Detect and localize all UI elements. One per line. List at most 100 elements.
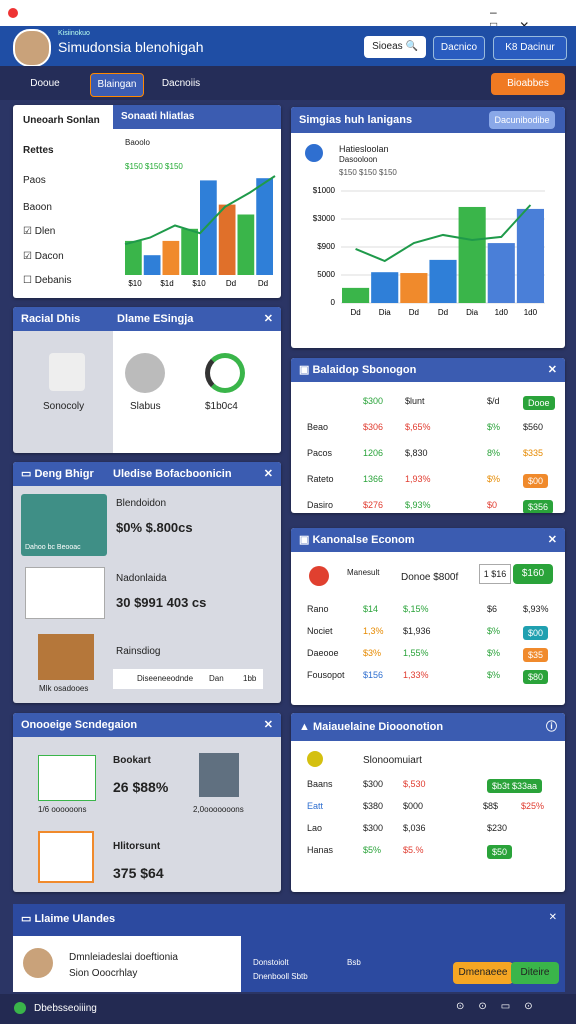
x-tick-label: Dd (258, 279, 268, 288)
badge[interactable]: $35 (523, 648, 549, 662)
cell: $3% (363, 648, 382, 658)
badge[interactable]: $b3t $33aa (487, 779, 543, 793)
x-tick-label: Dd (438, 308, 448, 317)
panel-header: ▲ Maiauelaine Diooonotion ⓘ (291, 713, 565, 741)
cell: $6 (487, 604, 498, 614)
cell: 1,3% (363, 626, 384, 636)
org-panel: Onooeige Scndegaion ✕ Bookart 26 $88% 1/6… (13, 713, 281, 892)
panel-header: Onooeige Scndegaion ✕ (13, 713, 281, 737)
x-tick-label: $10 (128, 279, 142, 288)
close[interactable]: ✕ (263, 719, 273, 731)
top-button[interactable]: $160 (513, 564, 553, 584)
side-item[interactable]: ☐ Debanis (23, 275, 72, 286)
side-item[interactable]: Baoon (23, 202, 52, 213)
bottom-button[interactable]: Diteire (511, 962, 559, 984)
badge[interactable]: $00 (523, 474, 549, 488)
row-text: 1bb (243, 674, 257, 683)
header-button[interactable]: Dacnico (433, 36, 485, 60)
close[interactable]: ✕ (548, 912, 557, 923)
info-text: Dnenbooll Sbtb (253, 972, 308, 981)
status-icon (14, 1002, 26, 1014)
header-text: Llaime Ulandes (34, 913, 116, 925)
balance-panel: ▣ Balaidop Sbonogon ✕ $300 $lunt $/d Dooe Bea… (291, 358, 565, 513)
info[interactable]: ⓘ (546, 721, 557, 733)
user-line: Dmnleiadeslai doeftionia (69, 952, 178, 963)
badge[interactable]: $50 (487, 845, 513, 859)
cell: $,830 (405, 448, 428, 458)
status-icons[interactable]: ⊙⊙▭⊙ (456, 1001, 547, 1012)
row-text: Dan (209, 674, 224, 683)
close[interactable]: ✕ (263, 313, 273, 325)
y-tick-label: $1000 (313, 186, 336, 195)
item-name: Slonoomuiart (363, 755, 422, 766)
cell: $1,936 (403, 626, 431, 636)
panel-header: ▣ Balaidop Sbonogon ✕ (291, 358, 565, 382)
bar (200, 180, 217, 275)
tab[interactable]: Dacnoiis (161, 78, 201, 89)
close[interactable]: ✕ (547, 364, 557, 376)
item-title: Nadonlaida (116, 573, 167, 584)
panel-header: ▭ Deng Bhigr Uledise Bofacboonicin ✕ (13, 462, 281, 486)
item-name: Hatiesloolan (339, 144, 389, 154)
x-tick-label: Dia (379, 308, 392, 317)
design-panel: ▭ Deng Bhigr Uledise Bofacboonicin ✕ Dahoo… (13, 462, 281, 703)
badge[interactable]: $00 (523, 626, 549, 640)
tab-active[interactable]: Blaingan (90, 73, 144, 97)
card[interactable]: Dahoo bc Beooac (21, 494, 107, 556)
badge[interactable]: Dooe (523, 396, 555, 410)
cell: $25% (521, 801, 545, 811)
bar (256, 178, 273, 275)
user-line: Sion Ooocrhlay (69, 968, 138, 979)
cell: Fousopot (307, 670, 345, 680)
close[interactable]: ✕ (263, 468, 273, 480)
x-tick-label: Dia (466, 308, 479, 317)
top-field[interactable]: 1 $16 (479, 564, 511, 584)
card-text: Dahoo bc Beooac (25, 544, 81, 551)
bar (342, 287, 370, 303)
sheet-icon (25, 567, 105, 619)
cell: $,036 (403, 823, 426, 833)
y-tick-label: 5000 (317, 270, 335, 279)
bar (125, 240, 142, 275)
tab[interactable]: Dooue (30, 78, 60, 89)
side-item[interactable]: ☑ Dacon (23, 251, 64, 262)
cell: $% (487, 626, 501, 636)
chart-text: $150 $150 $150 (125, 162, 183, 171)
bar (143, 255, 161, 275)
chart-header: Sonaati hliatlas (113, 105, 281, 129)
cell: $306 (363, 422, 384, 432)
row[interactable]: Diseeneeodnde Dan 1bb (113, 669, 263, 689)
cell: 1,55% (403, 648, 429, 658)
cell: $0 (487, 500, 498, 510)
app-title: Simudonsia blenohigah (58, 39, 204, 55)
badge[interactable]: $356 (523, 500, 554, 513)
avatar[interactable] (13, 29, 51, 67)
y-tick-label: $3000 (313, 214, 336, 223)
top-text: Manesult (347, 568, 380, 577)
side-item-text: Debanis (34, 275, 72, 286)
close[interactable]: ✕ (547, 534, 557, 546)
panel-button[interactable]: Dacunibodibe (489, 111, 555, 129)
chart-icon (38, 755, 96, 801)
side-item[interactable]: ☑ Dlen (23, 226, 56, 237)
action-button[interactable]: Bioabbes (491, 73, 565, 95)
cell: Baans (307, 779, 333, 789)
header-button[interactable]: K8 Dacinur (493, 36, 567, 60)
bottom-button[interactable]: Dmenaeee (453, 962, 513, 984)
side-item[interactable]: Paos (23, 175, 46, 186)
badge[interactable]: $80 (523, 670, 549, 684)
cell: $,93% (523, 604, 549, 614)
trend-chart: $1000 $3000 $900 5000 0 Dd Dia Dd Dd Dia 1d0 1d0 (313, 186, 545, 317)
cell: $380 (363, 801, 384, 811)
item-value: 30 $991 403 cs (116, 595, 207, 610)
cell: $,15% (403, 604, 429, 614)
header-text: Maiauelaine Diooonotion (312, 721, 444, 733)
cell: $300 (363, 823, 384, 833)
search-text: Sioeas (372, 41, 403, 52)
clipboard-icon (199, 753, 239, 797)
search-box[interactable]: Sioeas 🔍 (364, 36, 426, 58)
item-value: 26 $88% (113, 779, 169, 795)
side-item[interactable]: Rettes (23, 145, 54, 156)
cell: $,530 (403, 779, 426, 789)
